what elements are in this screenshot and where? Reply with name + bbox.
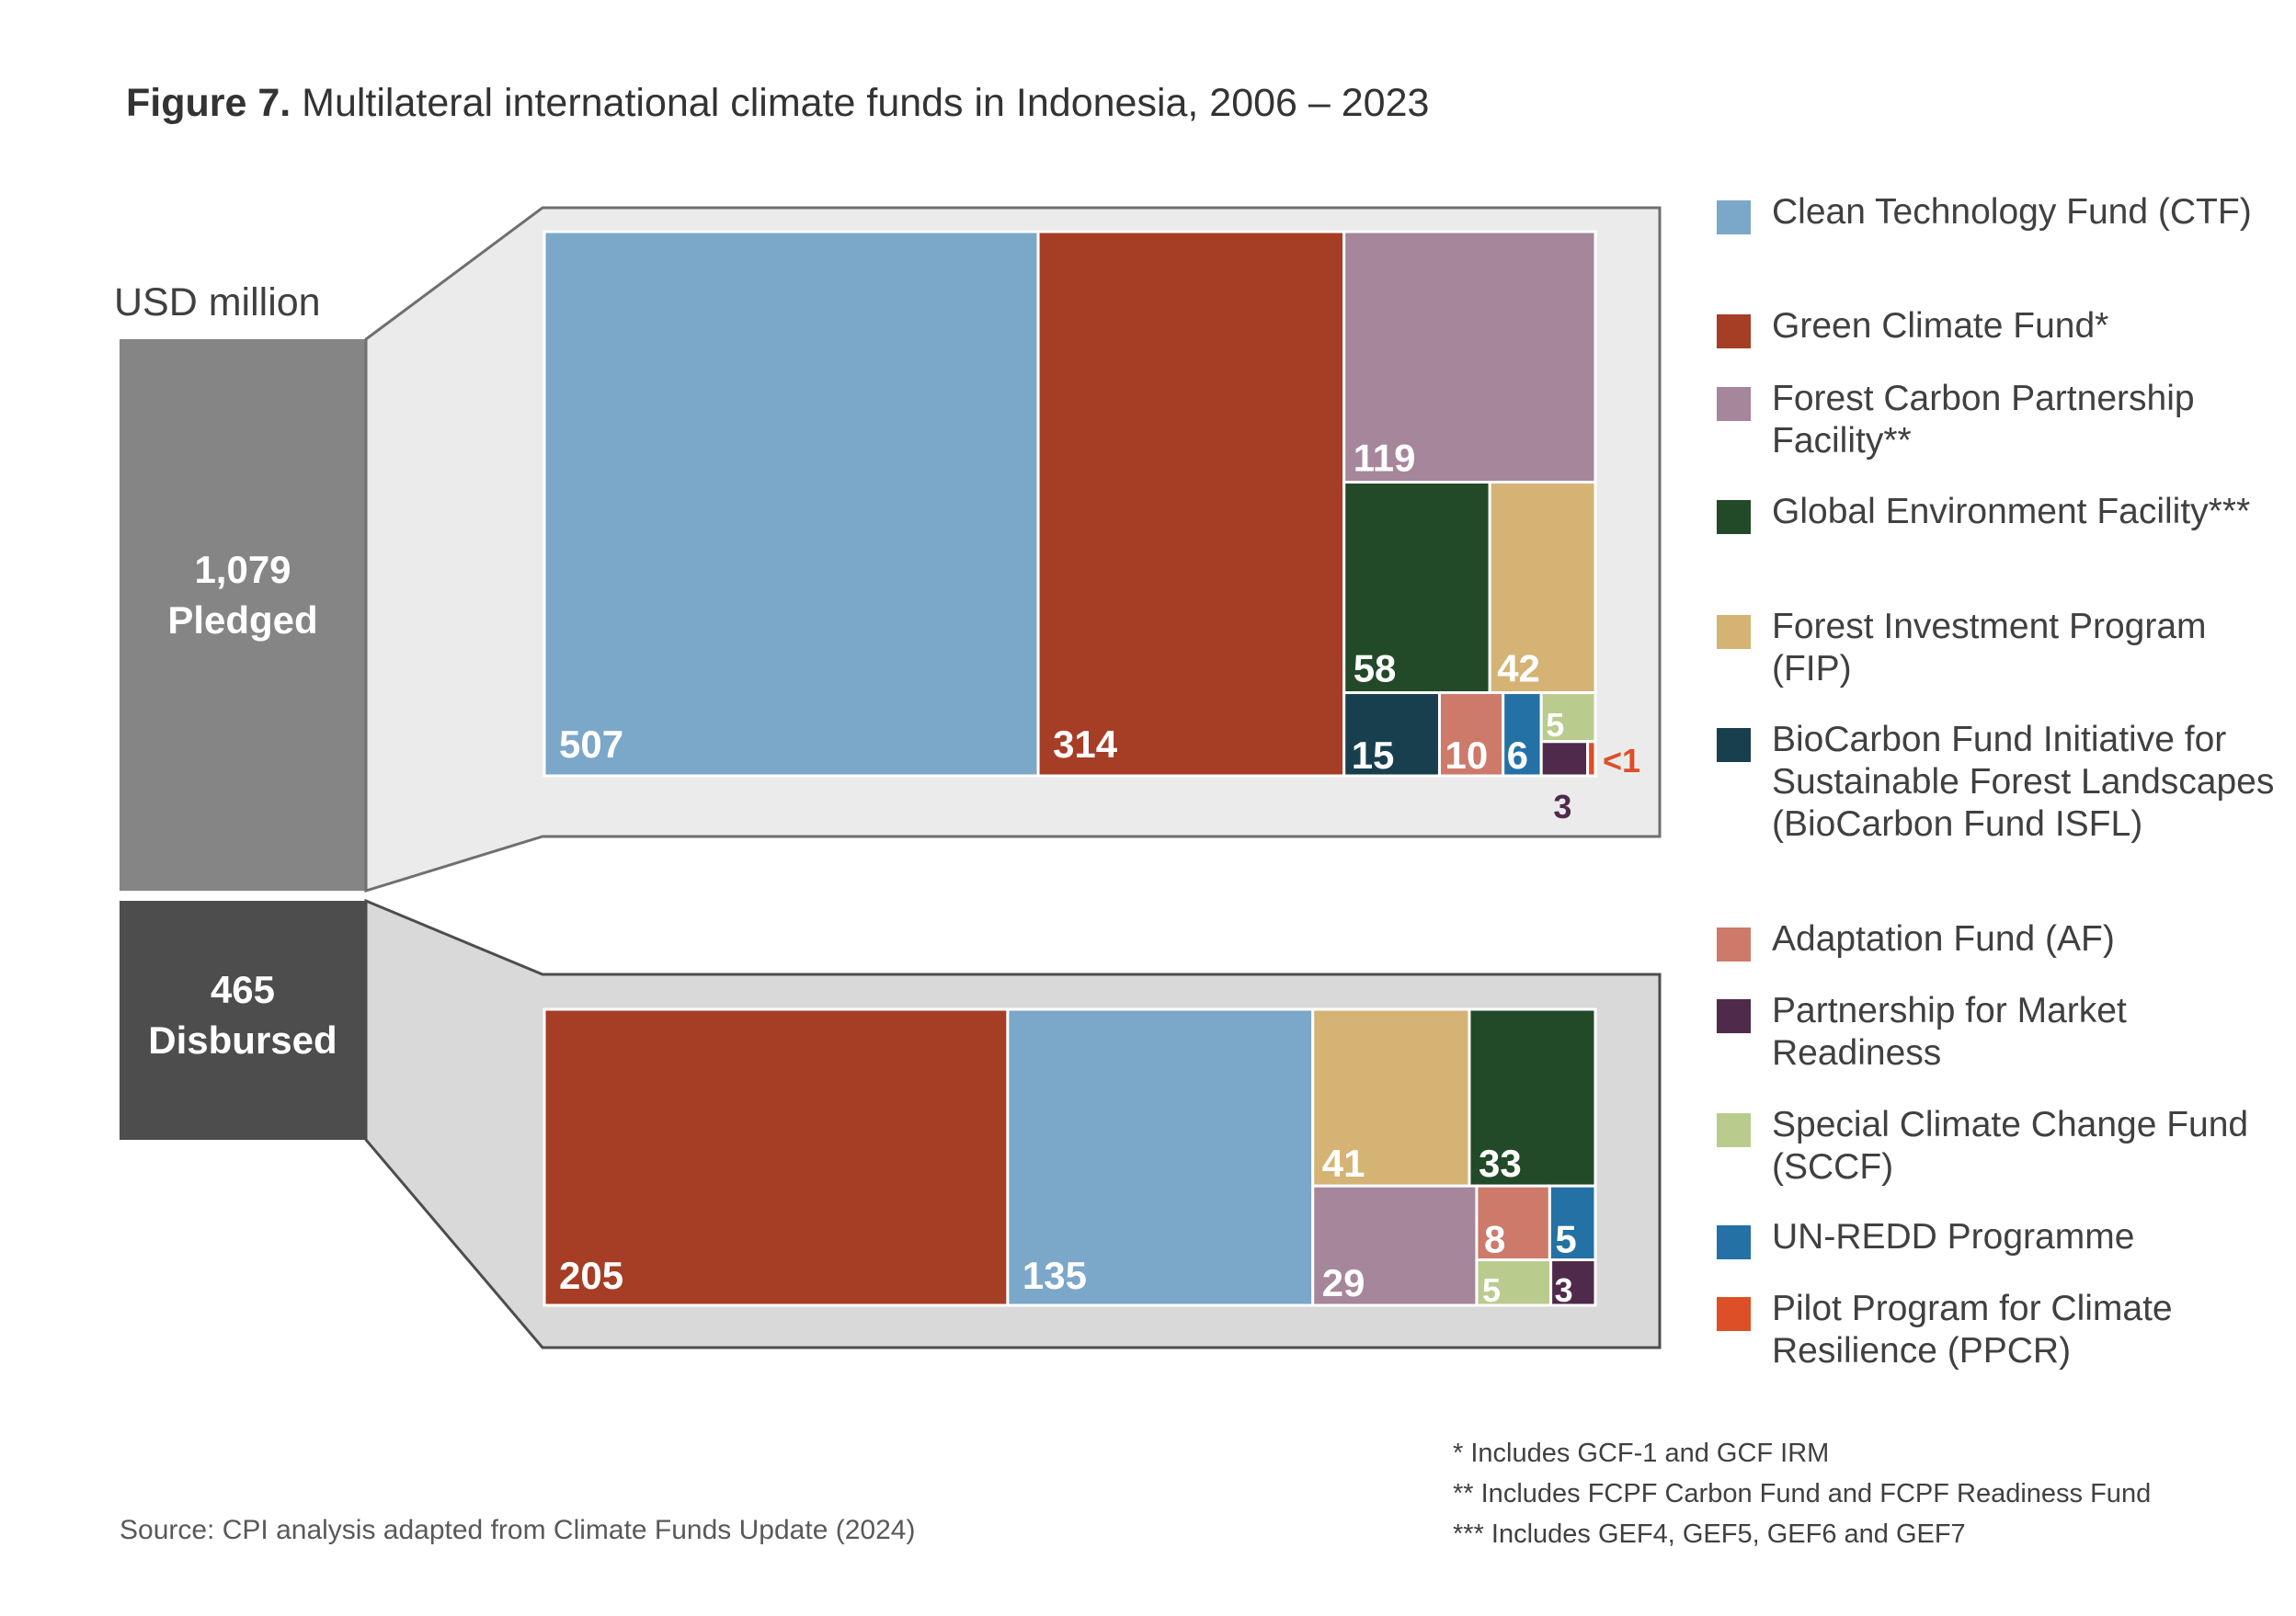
figure-title: Figure 7. Multilateral international cli… <box>126 81 1429 126</box>
disbursed-cell-fip <box>1311 1007 1471 1188</box>
footnote-3: *** Includes GEF4, GEF5, GEF6 and GEF7 <box>1453 1519 1966 1549</box>
pledged-cell-gcf <box>1036 230 1346 778</box>
legend-label: Forest Carbon Partnership Facility** <box>1772 379 2195 461</box>
disbursed-cell-ctf <box>1006 1007 1315 1307</box>
legend-swatch <box>1717 999 1751 1033</box>
disbursed-label-unredd: 5 <box>1555 1218 1576 1261</box>
unit-label: USD million <box>114 280 321 324</box>
legend-label: BioCarbon Fund Initiative for Sustainabl… <box>1772 720 2275 844</box>
disbursed-label-gef: 33 <box>1479 1142 1522 1185</box>
pledged-label-ctf: 507 <box>559 723 623 766</box>
disbursed-cell-unredd <box>1548 1184 1597 1262</box>
disbursed-label-sccf: 5 <box>1482 1271 1501 1309</box>
pledged-cell-unredd <box>1502 691 1543 778</box>
pledged-total-value: 1,079 <box>194 548 291 591</box>
pledged-label-unredd: 6 <box>1507 734 1528 777</box>
legend-label: Forest Investment Program (FIP) <box>1772 607 2207 689</box>
legend-label: Green Climate Fund* <box>1772 306 2109 346</box>
pledged-label-fip: 42 <box>1497 647 1540 690</box>
pledged-label-biocarbon: 15 <box>1352 734 1395 777</box>
disbursed-cell-pmr <box>1549 1258 1597 1307</box>
legend-swatch <box>1717 200 1751 234</box>
footnote-1: * Includes GCF-1 and GCF IRM <box>1453 1439 1830 1468</box>
pledged-label-gef: 58 <box>1354 647 1397 690</box>
legend-swatch <box>1717 728 1751 762</box>
legend-label: Special Climate Change Fund (SCCF) <box>1772 1105 2249 1187</box>
legend-label: Partnership for Market Readiness <box>1772 991 2127 1073</box>
disbursed-total-text: Disbursed <box>148 1019 337 1062</box>
disbursed-label-gcf: 205 <box>559 1254 623 1297</box>
disbursed-label-ctf: 135 <box>1022 1254 1087 1297</box>
legend-swatch <box>1717 1297 1751 1331</box>
pledged-label-sccf: 5 <box>1546 706 1564 744</box>
pledged-label-gcf: 314 <box>1053 723 1118 766</box>
pledged-label-pmr: 3 <box>1553 788 1571 825</box>
pledged-total-bar <box>120 339 366 891</box>
source-note: Source: CPI analysis adapted from Climat… <box>120 1515 916 1545</box>
disbursed-cell-gcf <box>543 1007 1010 1307</box>
pledged-label-fcpf: 119 <box>1354 437 1416 480</box>
disbursed-label-fip: 41 <box>1322 1142 1365 1185</box>
disbursed-label-af: 8 <box>1484 1218 1505 1261</box>
pledged-cell-biocarbon <box>1342 691 1441 778</box>
pledged-cell-fip <box>1488 481 1597 695</box>
disbursed-total-value: 465 <box>210 968 276 1011</box>
legend-swatch <box>1717 387 1751 421</box>
disbursed-label-fcpf: 29 <box>1322 1261 1365 1304</box>
pledged-label-af: 10 <box>1445 734 1488 777</box>
pledged-label-ppcr: <1 <box>1603 742 1640 780</box>
disbursed-label-pmr: 3 <box>1555 1271 1573 1309</box>
pledged-total-label: 1,079 Pledged <box>120 544 366 645</box>
legend-swatch <box>1717 500 1751 534</box>
legend-label: UN-REDD Programme <box>1772 1217 2135 1257</box>
pledged-cell-ppcr <box>1586 740 1597 778</box>
pledged-cell-af <box>1437 691 1505 778</box>
disbursed-cell-sccf <box>1475 1258 1553 1307</box>
legend-label: Pilot Program for Climate Resilience (PP… <box>1772 1289 2173 1371</box>
pledged-cell-ctf <box>543 230 1040 778</box>
disbursed-cell-fcpf <box>1311 1184 1479 1307</box>
disbursed-cell-gef <box>1468 1007 1597 1188</box>
pledged-cell-pmr <box>1539 740 1590 778</box>
disbursed-total-label: 465 Disbursed <box>120 964 366 1065</box>
legend-swatch <box>1717 314 1751 348</box>
pledged-total-text: Pledged <box>167 598 318 642</box>
disbursed-total-bar <box>120 901 366 1140</box>
legend-label: Global Environment Facility*** <box>1772 492 2251 531</box>
legend-swatch <box>1717 1113 1751 1147</box>
legend-label: Adaptation Fund (AF) <box>1772 919 2115 959</box>
figure-number: Figure 7. <box>126 81 291 125</box>
footnote-2: ** Includes FCPF Carbon Fund and FCPF Re… <box>1453 1479 2152 1508</box>
legend-label: Clean Technology Fund (CTF) <box>1772 192 2252 232</box>
legend-swatch <box>1717 615 1751 649</box>
legend-swatch <box>1717 1225 1751 1259</box>
pledged-cell-fcpf <box>1342 230 1597 484</box>
figure-title-text: Multilateral international climate funds… <box>291 81 1430 125</box>
legend-swatch <box>1717 927 1751 962</box>
